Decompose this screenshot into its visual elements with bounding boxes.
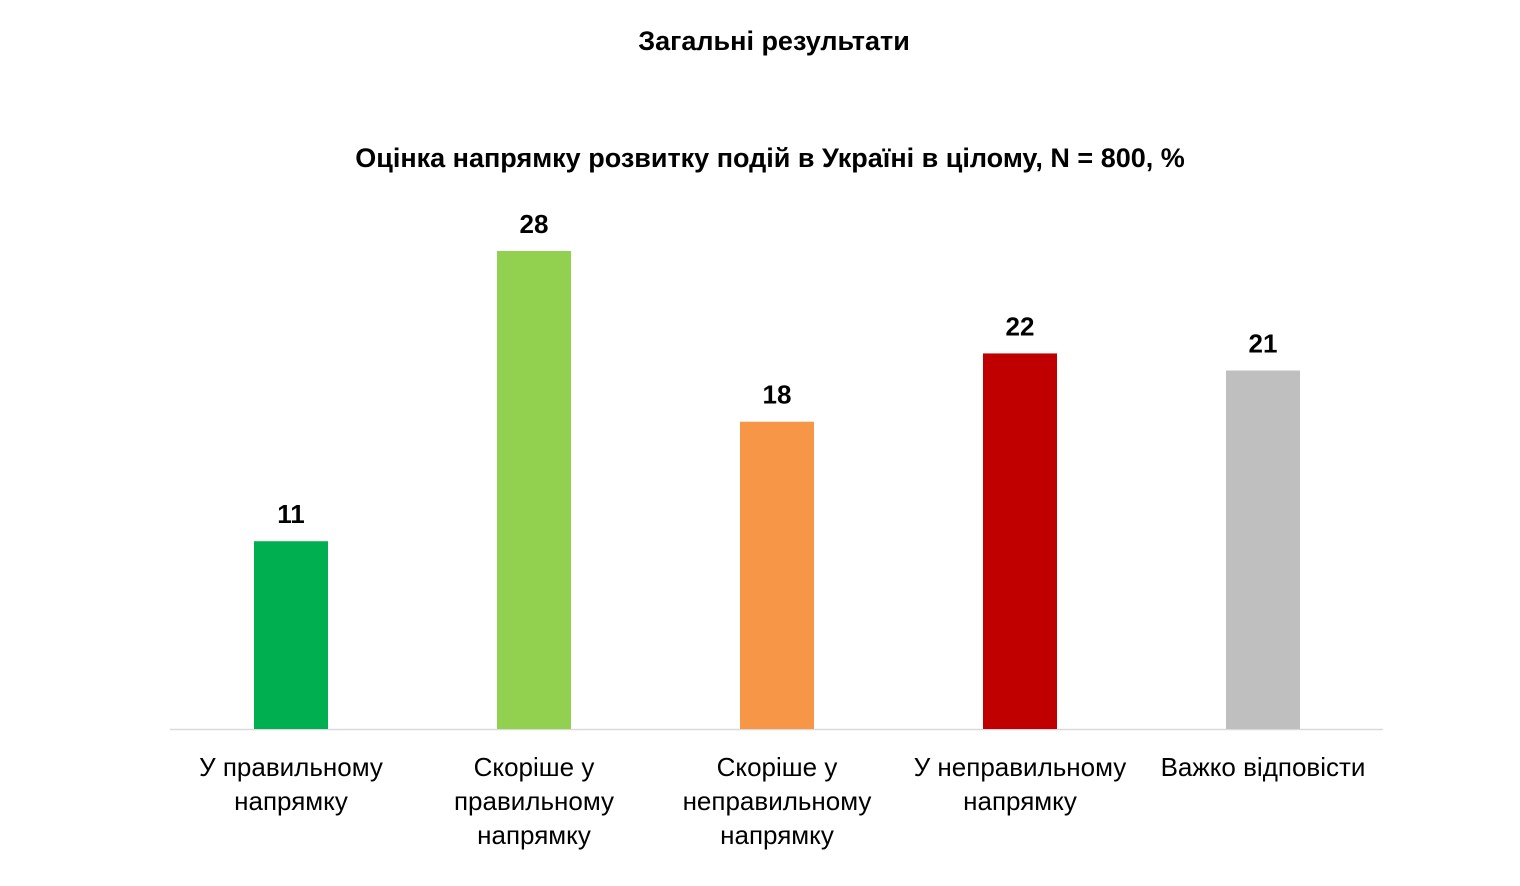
chart-title: Оцінка напрямку розвитку подій в Україні… (355, 143, 1185, 173)
bar (983, 353, 1057, 729)
bar (497, 251, 571, 729)
data-label: 11 (277, 499, 305, 529)
data-label: 18 (763, 380, 792, 410)
data-label: 28 (520, 209, 549, 239)
bar (740, 421, 814, 729)
category-label: Скоріше у неправильному напрямку (682, 752, 872, 850)
category-label: У неправильному напрямку (913, 752, 1127, 816)
page-title: Загальні результати (638, 26, 910, 56)
data-label: 22 (1006, 311, 1035, 341)
category-label: Скоріше у правильному напрямку (453, 752, 615, 850)
data-label: 21 (1249, 329, 1278, 359)
bar (254, 541, 328, 729)
category-label: Важко відповісти (1160, 752, 1366, 782)
bar (1226, 370, 1300, 729)
category-label: У правильному напрямку (199, 752, 383, 816)
